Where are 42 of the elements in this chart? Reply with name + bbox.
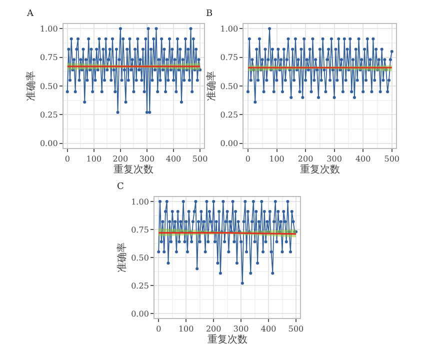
x-tick-label: 0 xyxy=(64,154,70,164)
y-tick-label: 0.75 xyxy=(40,53,58,62)
x-tick-label: 300 xyxy=(139,154,155,164)
y-axis-title: 准确率 xyxy=(24,71,37,101)
x-axis-title: 重复次数 xyxy=(114,164,154,176)
y-tick-label: 1.00 xyxy=(131,197,149,206)
x-tick-label: 300 xyxy=(326,154,342,164)
y-tick-label: 0.50 xyxy=(220,82,238,91)
chart-title: A xyxy=(26,9,34,19)
x-tick-label: 400 xyxy=(355,154,371,164)
x-tick-label: 200 xyxy=(298,154,314,164)
x-tick-label: 200 xyxy=(112,154,128,164)
y-axis-title: 准确率 xyxy=(116,242,128,272)
x-tick-label: 400 xyxy=(166,154,182,164)
y-tick-label: 0.25 xyxy=(131,281,149,290)
x-tick-label: 400 xyxy=(260,324,276,334)
chart-title: C xyxy=(117,182,124,192)
x-tick-label: 200 xyxy=(206,324,222,334)
x-tick-label: 100 xyxy=(178,324,194,334)
y-tick-label: 0.00 xyxy=(131,309,149,318)
chart-title: B xyxy=(206,9,213,19)
y-tick-label: 1.00 xyxy=(220,24,238,34)
x-tick-label: 300 xyxy=(233,324,249,334)
y-tick-label: 1.00 xyxy=(40,24,58,34)
x-tick-label: 100 xyxy=(269,154,284,164)
x-tick-label: 500 xyxy=(288,324,304,334)
y-tick-label: 0.50 xyxy=(40,82,58,91)
x-tick-label: 100 xyxy=(86,154,102,164)
y-tick-label: 0.00 xyxy=(40,139,58,148)
x-axis-title: 重复次数 xyxy=(300,164,340,176)
x-tick-label: 0 xyxy=(156,324,162,334)
y-tick-label: 0.75 xyxy=(131,225,149,234)
y-tick-label: 0.25 xyxy=(40,110,58,120)
x-tick-label: 500 xyxy=(192,154,208,164)
x-tick-label: 0 xyxy=(245,154,251,164)
x-axis-title: 重复次数 xyxy=(207,334,248,346)
y-tick-label: 0.75 xyxy=(220,53,238,62)
y-axis-title: 准确率 xyxy=(205,71,218,101)
x-tick-label: 500 xyxy=(384,154,400,164)
y-tick-label: 0.00 xyxy=(220,139,238,148)
y-tick-label: 0.50 xyxy=(131,253,149,262)
y-tick-label: 0.25 xyxy=(220,110,238,120)
